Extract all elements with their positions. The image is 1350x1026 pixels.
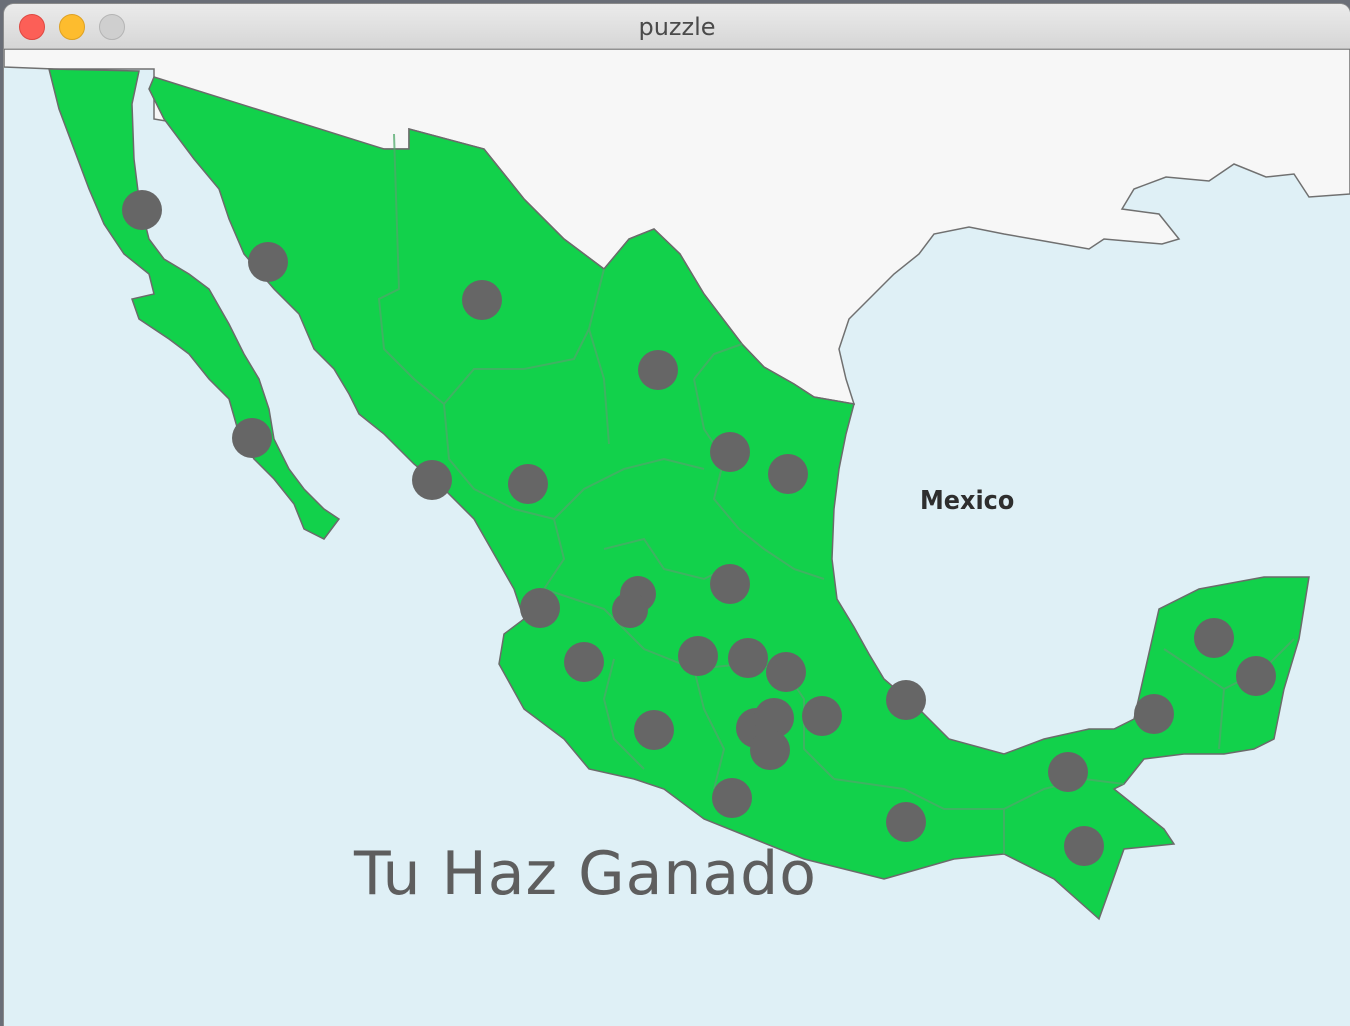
close-button[interactable]	[19, 14, 45, 40]
puzzle-piece[interactable]	[754, 698, 794, 738]
baja-california	[48, 68, 341, 540]
puzzle-piece[interactable]	[710, 564, 750, 604]
puzzle-piece[interactable]	[750, 730, 790, 770]
title-bar[interactable]: puzzle	[4, 4, 1350, 49]
puzzle-piece[interactable]	[886, 802, 926, 842]
puzzle-piece[interactable]	[412, 460, 452, 500]
puzzle-piece[interactable]	[1064, 826, 1104, 866]
puzzle-piece[interactable]	[1194, 618, 1234, 658]
maximize-button[interactable]	[99, 14, 125, 40]
puzzle-piece[interactable]	[886, 680, 926, 720]
puzzle-piece[interactable]	[1236, 656, 1276, 696]
country-label: Mexico	[920, 486, 1015, 516]
puzzle-piece[interactable]	[678, 636, 718, 676]
puzzle-piece[interactable]	[768, 454, 808, 494]
puzzle-piece[interactable]	[520, 588, 560, 628]
mexico-mainland	[148, 76, 1310, 921]
puzzle-piece[interactable]	[564, 642, 604, 682]
puzzle-piece[interactable]	[232, 418, 272, 458]
puzzle-piece[interactable]	[248, 242, 288, 282]
puzzle-piece[interactable]	[612, 592, 648, 628]
puzzle-piece[interactable]	[802, 696, 842, 736]
puzzle-piece[interactable]	[712, 778, 752, 818]
puzzle-piece[interactable]	[508, 464, 548, 504]
puzzle-window: puzzle	[4, 4, 1350, 1026]
puzzle-piece[interactable]	[122, 190, 162, 230]
puzzle-piece[interactable]	[710, 432, 750, 472]
puzzle-piece[interactable]	[462, 280, 502, 320]
win-message: Tu Haz Ganado	[354, 839, 817, 909]
puzzle-piece[interactable]	[766, 652, 806, 692]
puzzle-pieces	[122, 190, 1276, 866]
minimize-button[interactable]	[59, 14, 85, 40]
puzzle-canvas[interactable]: Mexico Tu Haz Ganado	[4, 49, 1350, 1026]
puzzle-piece[interactable]	[634, 710, 674, 750]
puzzle-piece[interactable]	[1048, 752, 1088, 792]
puzzle-piece[interactable]	[638, 350, 678, 390]
window-title: puzzle	[638, 13, 716, 41]
puzzle-piece[interactable]	[728, 638, 768, 678]
puzzle-piece[interactable]	[1134, 694, 1174, 734]
mexico-map	[4, 49, 1350, 1026]
